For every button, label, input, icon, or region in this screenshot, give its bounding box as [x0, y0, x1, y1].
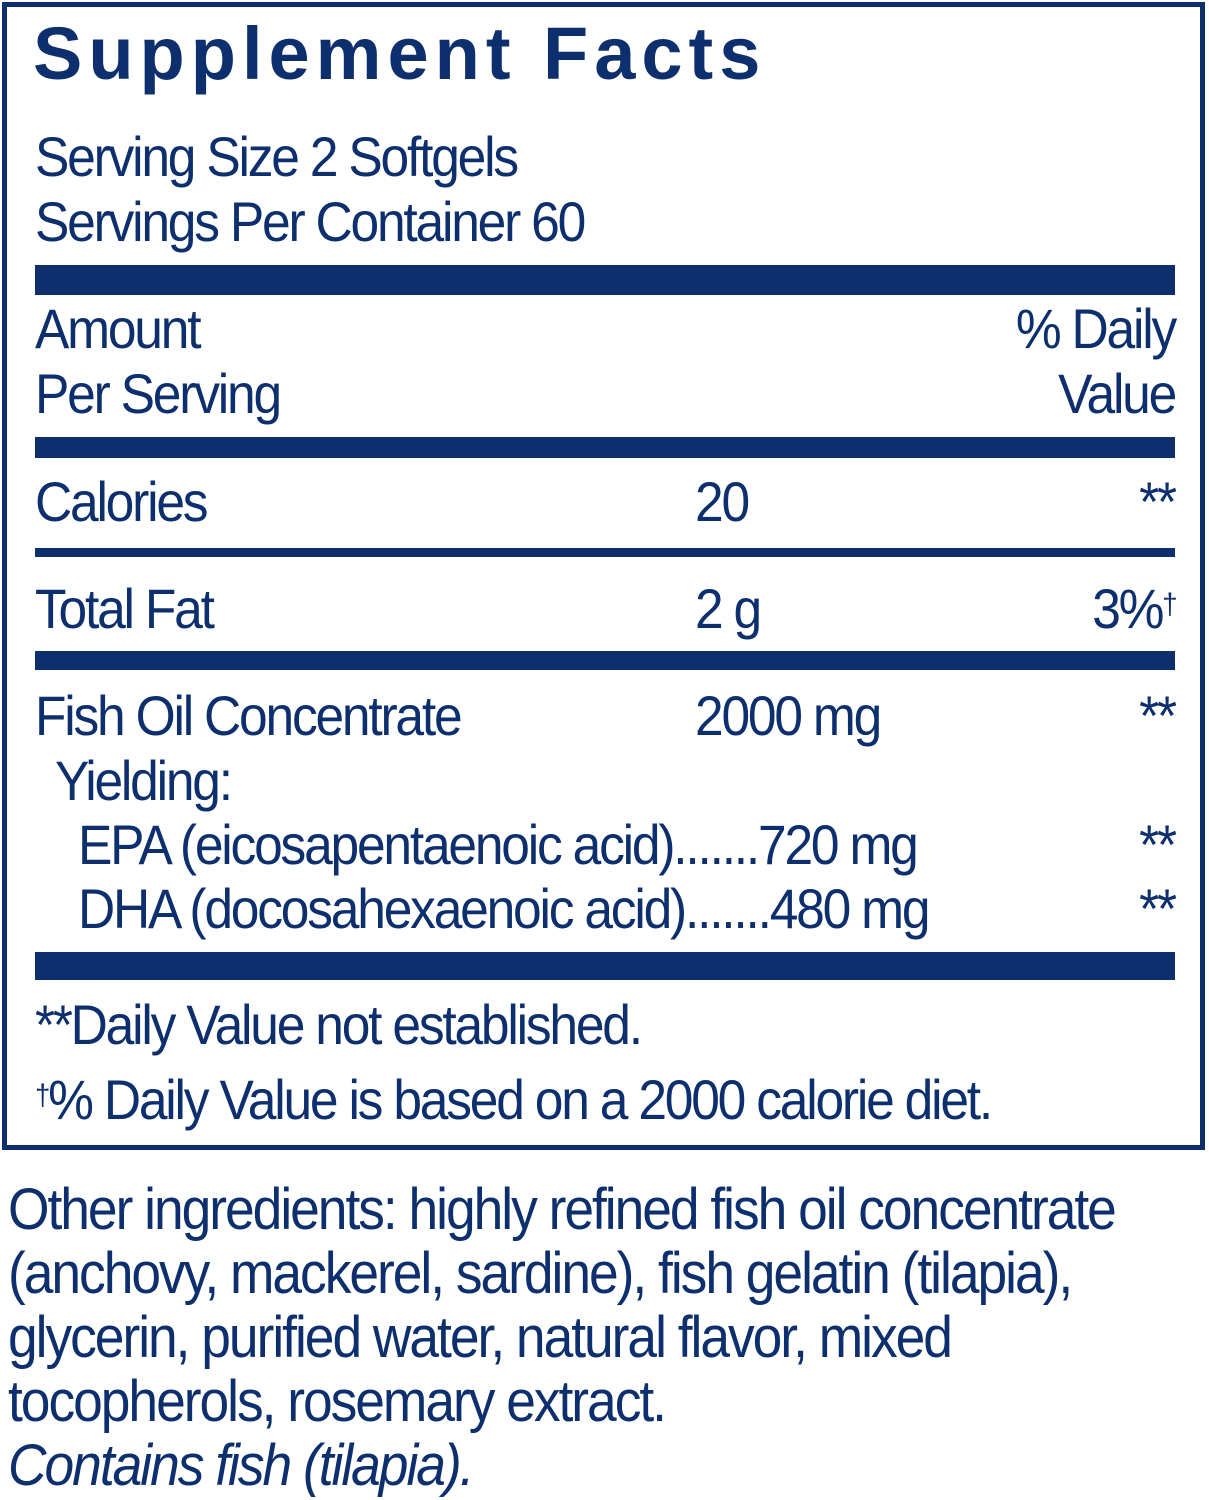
- dagger-mark: †: [35, 1079, 50, 1112]
- footnote-dv-not-established: **Daily Value not established.: [35, 993, 643, 1056]
- other-ingredients: Other ingredients: highly refined fish o…: [8, 1178, 1204, 1498]
- fish-oil-amount: 2000 mg: [695, 684, 882, 747]
- dha-dv: **: [1139, 877, 1177, 940]
- total-fat-dv-value: 3%: [1091, 577, 1164, 640]
- value-header: Value: [1058, 362, 1177, 425]
- supplement-facts-panel: [2, 2, 1205, 1150]
- calories-amount: 20: [695, 470, 750, 533]
- divider-thick: [35, 952, 1175, 980]
- daily-value-header: % Daily: [1015, 297, 1177, 360]
- dha-row: DHA (docosahexaenoic acid).......480 mg: [78, 877, 931, 940]
- amount-header: Amount: [35, 297, 202, 360]
- panel-title: Supplement Facts: [33, 12, 767, 95]
- divider-thick: [35, 265, 1175, 295]
- calories-label: Calories: [35, 470, 209, 533]
- fish-oil-dv: **: [1139, 684, 1177, 747]
- yielding-label: Yielding:: [55, 749, 233, 812]
- total-fat-amount: 2 g: [695, 577, 762, 640]
- calories-dv: **: [1139, 470, 1177, 533]
- fish-oil-label: Fish Oil Concentrate: [35, 684, 463, 747]
- epa-row: EPA (eicosapentaenoic acid).......720 mg: [78, 813, 919, 876]
- serving-size: Serving Size 2 Softgels: [35, 125, 519, 188]
- total-fat-dv: 3%†: [1091, 577, 1177, 640]
- total-fat-label: Total Fat: [35, 577, 215, 640]
- divider: [35, 651, 1175, 670]
- other-ingredients-text: Other ingredients: highly refined fish o…: [8, 1177, 1117, 1434]
- divider-thin: [35, 548, 1175, 557]
- divider: [35, 437, 1175, 458]
- per-serving-header: Per Serving: [35, 362, 282, 425]
- footnote-text: % Daily Value is based on a 2000 calorie…: [48, 1068, 993, 1131]
- footnote-dv-basis: †% Daily Value is based on a 2000 calori…: [35, 1068, 993, 1131]
- allergen-statement: Contains fish (tilapia).: [8, 1433, 475, 1498]
- epa-dv: **: [1139, 813, 1177, 876]
- dagger-mark: †: [1161, 588, 1177, 621]
- servings-per-container: Servings Per Container 60: [35, 190, 586, 253]
